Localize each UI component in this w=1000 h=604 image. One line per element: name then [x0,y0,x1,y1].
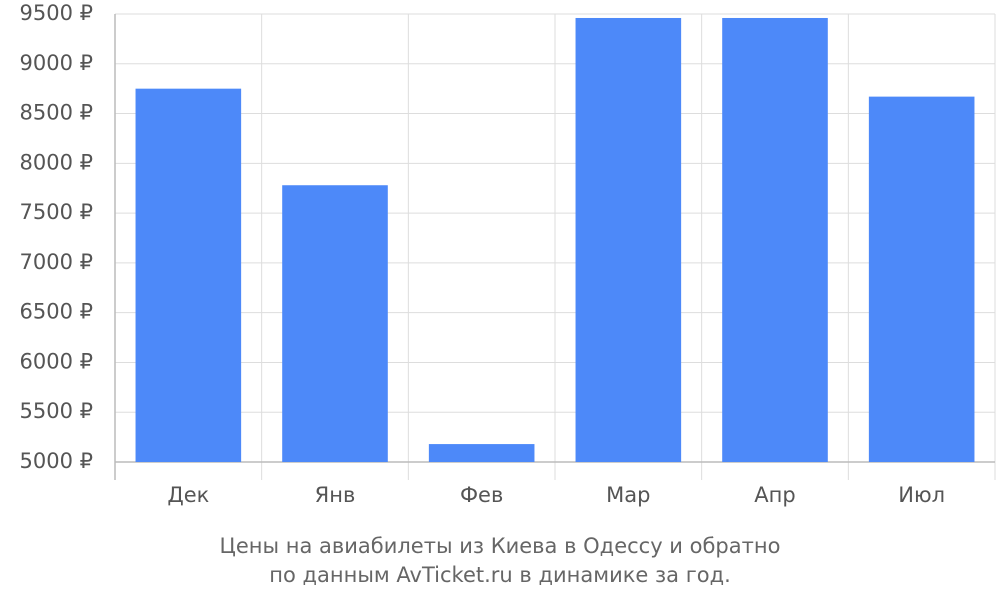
bar [135,88,242,463]
y-tick-label: 5000 ₽ [20,449,93,473]
y-tick-label: 9500 ₽ [20,1,93,25]
y-tick-label: 5500 ₽ [20,399,93,423]
x-tick-label: Апр [754,483,795,507]
chart-subtitle: по данным AvTicket.ru в динамике за год. [269,563,731,587]
chart-title: Цены на авиабилеты из Киева в Одессу и о… [220,534,781,558]
bar [282,185,388,463]
y-tick-label: 6500 ₽ [20,300,93,324]
x-tick-label: Дек [167,483,209,507]
y-tick-label: 9000 ₽ [20,51,93,75]
x-tick-label: Мар [606,483,650,507]
x-tick-label: Янв [315,483,356,507]
x-tick-label: Фев [460,483,503,507]
bar [575,17,682,463]
bar [722,17,828,463]
y-tick-label: 7500 ₽ [20,200,93,224]
y-tick-label: 6000 ₽ [20,349,93,373]
bar [428,444,535,462]
y-tick-label: 8000 ₽ [20,150,93,174]
bar [868,96,975,463]
y-tick-label: 7000 ₽ [20,250,93,274]
y-tick-label: 8500 ₽ [20,101,93,125]
x-tick-label: Июл [898,483,945,507]
